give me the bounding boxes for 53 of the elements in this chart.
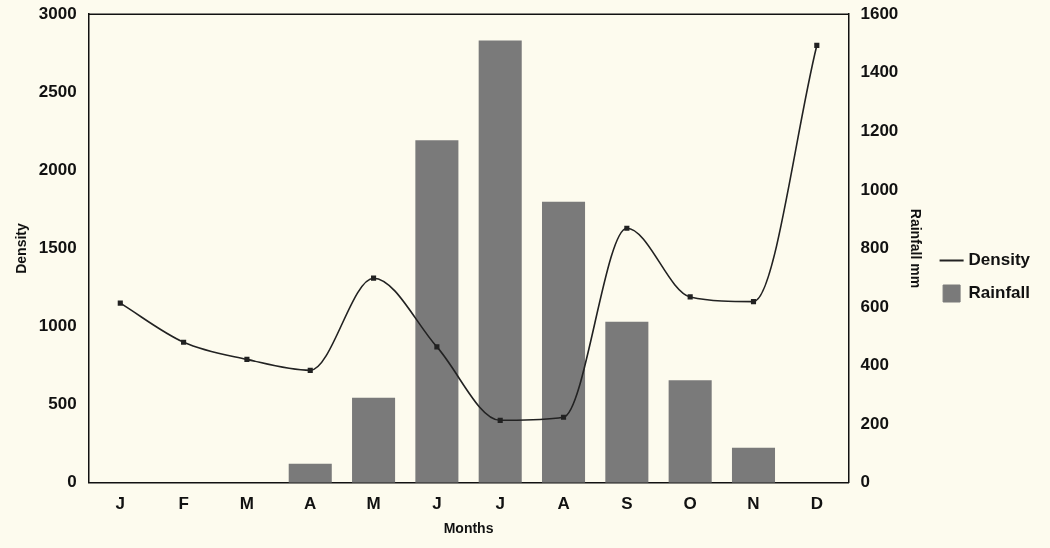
y2-tick-label: 800	[860, 238, 889, 258]
x-tick-label: D	[810, 493, 823, 513]
x-tick-label: S	[621, 493, 633, 513]
y-tick-label: 2500	[38, 81, 77, 101]
y-tick-label: 1500	[38, 238, 77, 258]
y-tick-label: 500	[48, 394, 77, 414]
y-tick-label: 3000	[38, 3, 77, 23]
y-tick-label: 2000	[38, 160, 77, 180]
point	[687, 294, 693, 300]
bar	[352, 397, 396, 483]
point	[497, 417, 503, 423]
y2-tick-label: 400	[860, 355, 889, 375]
bar	[668, 380, 712, 483]
point	[117, 300, 123, 306]
point	[814, 42, 820, 49]
x-tick-label: J	[432, 493, 442, 513]
bar	[415, 140, 459, 483]
y2-tick-label: 0	[860, 472, 870, 492]
x-tick-label: O	[683, 493, 697, 513]
point	[244, 356, 250, 362]
legend-label: Density	[968, 250, 1031, 270]
bar	[542, 201, 586, 483]
point	[560, 414, 567, 420]
y2-axis-title: Rainfall mm	[907, 208, 924, 289]
x-tick-label: F	[178, 493, 189, 513]
point	[181, 339, 187, 345]
y2-tick-label: 1400	[860, 62, 899, 82]
legend-label: Rainfall	[968, 283, 1030, 303]
y2-tick-label: 1600	[860, 3, 899, 23]
y2-tick-label: 1000	[860, 179, 899, 199]
x-tick-label: J	[495, 493, 505, 513]
bar	[288, 463, 332, 483]
y-tick-label: 1000	[38, 316, 77, 336]
point	[371, 275, 377, 281]
x-tick-label: M	[366, 493, 381, 513]
y-axis-title: Density	[13, 223, 30, 274]
x-tick-label: A	[304, 493, 317, 513]
point	[750, 299, 757, 305]
y-tick-label: 0	[67, 472, 77, 492]
x-tick-label: N	[747, 493, 760, 513]
y2-tick-label: 600	[860, 296, 889, 316]
y2-tick-label: 1200	[860, 121, 899, 141]
bar	[478, 40, 522, 483]
bar	[605, 321, 649, 483]
bar	[731, 447, 776, 483]
point	[624, 225, 630, 231]
point	[434, 344, 440, 350]
y2-tick-label: 200	[860, 413, 889, 433]
x-tick-label: J	[115, 493, 126, 513]
x-tick-label: A	[557, 493, 570, 513]
point	[307, 367, 313, 373]
x-axis-title: Months	[443, 520, 494, 537]
x-tick-label: M	[239, 493, 255, 513]
